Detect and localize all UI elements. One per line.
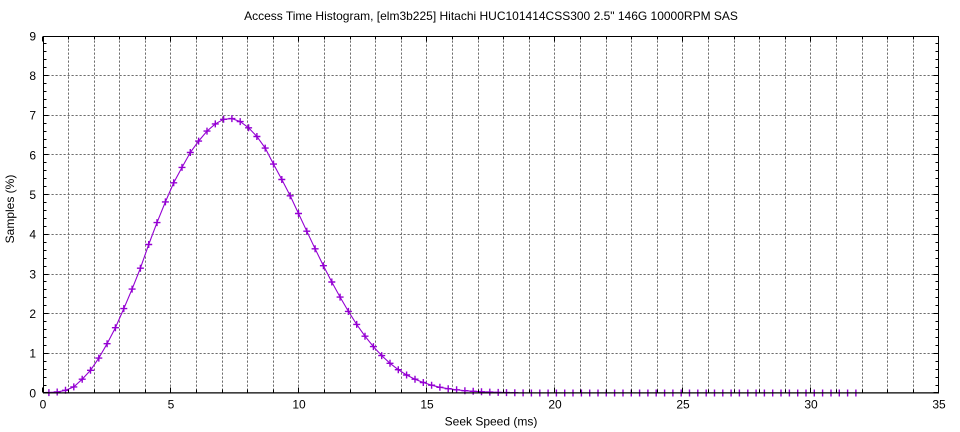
svg-text:7: 7 bbox=[29, 109, 36, 123]
svg-text:0: 0 bbox=[40, 398, 47, 412]
svg-text:Samples (%): Samples (%) bbox=[3, 175, 17, 244]
svg-text:15: 15 bbox=[420, 398, 434, 412]
svg-text:3: 3 bbox=[29, 267, 36, 281]
svg-text:25: 25 bbox=[676, 398, 690, 412]
svg-text:2: 2 bbox=[29, 307, 36, 321]
svg-text:10: 10 bbox=[292, 398, 306, 412]
svg-text:9: 9 bbox=[29, 29, 36, 43]
svg-text:Access Time Histogram, [elm3b2: Access Time Histogram, [elm3b225] Hitach… bbox=[244, 9, 738, 23]
svg-text:5: 5 bbox=[29, 188, 36, 202]
svg-text:6: 6 bbox=[29, 148, 36, 162]
svg-text:8: 8 bbox=[29, 69, 36, 83]
svg-text:0: 0 bbox=[29, 386, 36, 400]
svg-text:1: 1 bbox=[29, 347, 36, 361]
svg-text:5: 5 bbox=[168, 398, 175, 412]
svg-text:35: 35 bbox=[932, 398, 946, 412]
svg-text:Seek Speed (ms): Seek Speed (ms) bbox=[445, 415, 538, 429]
svg-text:20: 20 bbox=[548, 398, 562, 412]
svg-text:4: 4 bbox=[29, 228, 36, 242]
svg-text:30: 30 bbox=[804, 398, 818, 412]
